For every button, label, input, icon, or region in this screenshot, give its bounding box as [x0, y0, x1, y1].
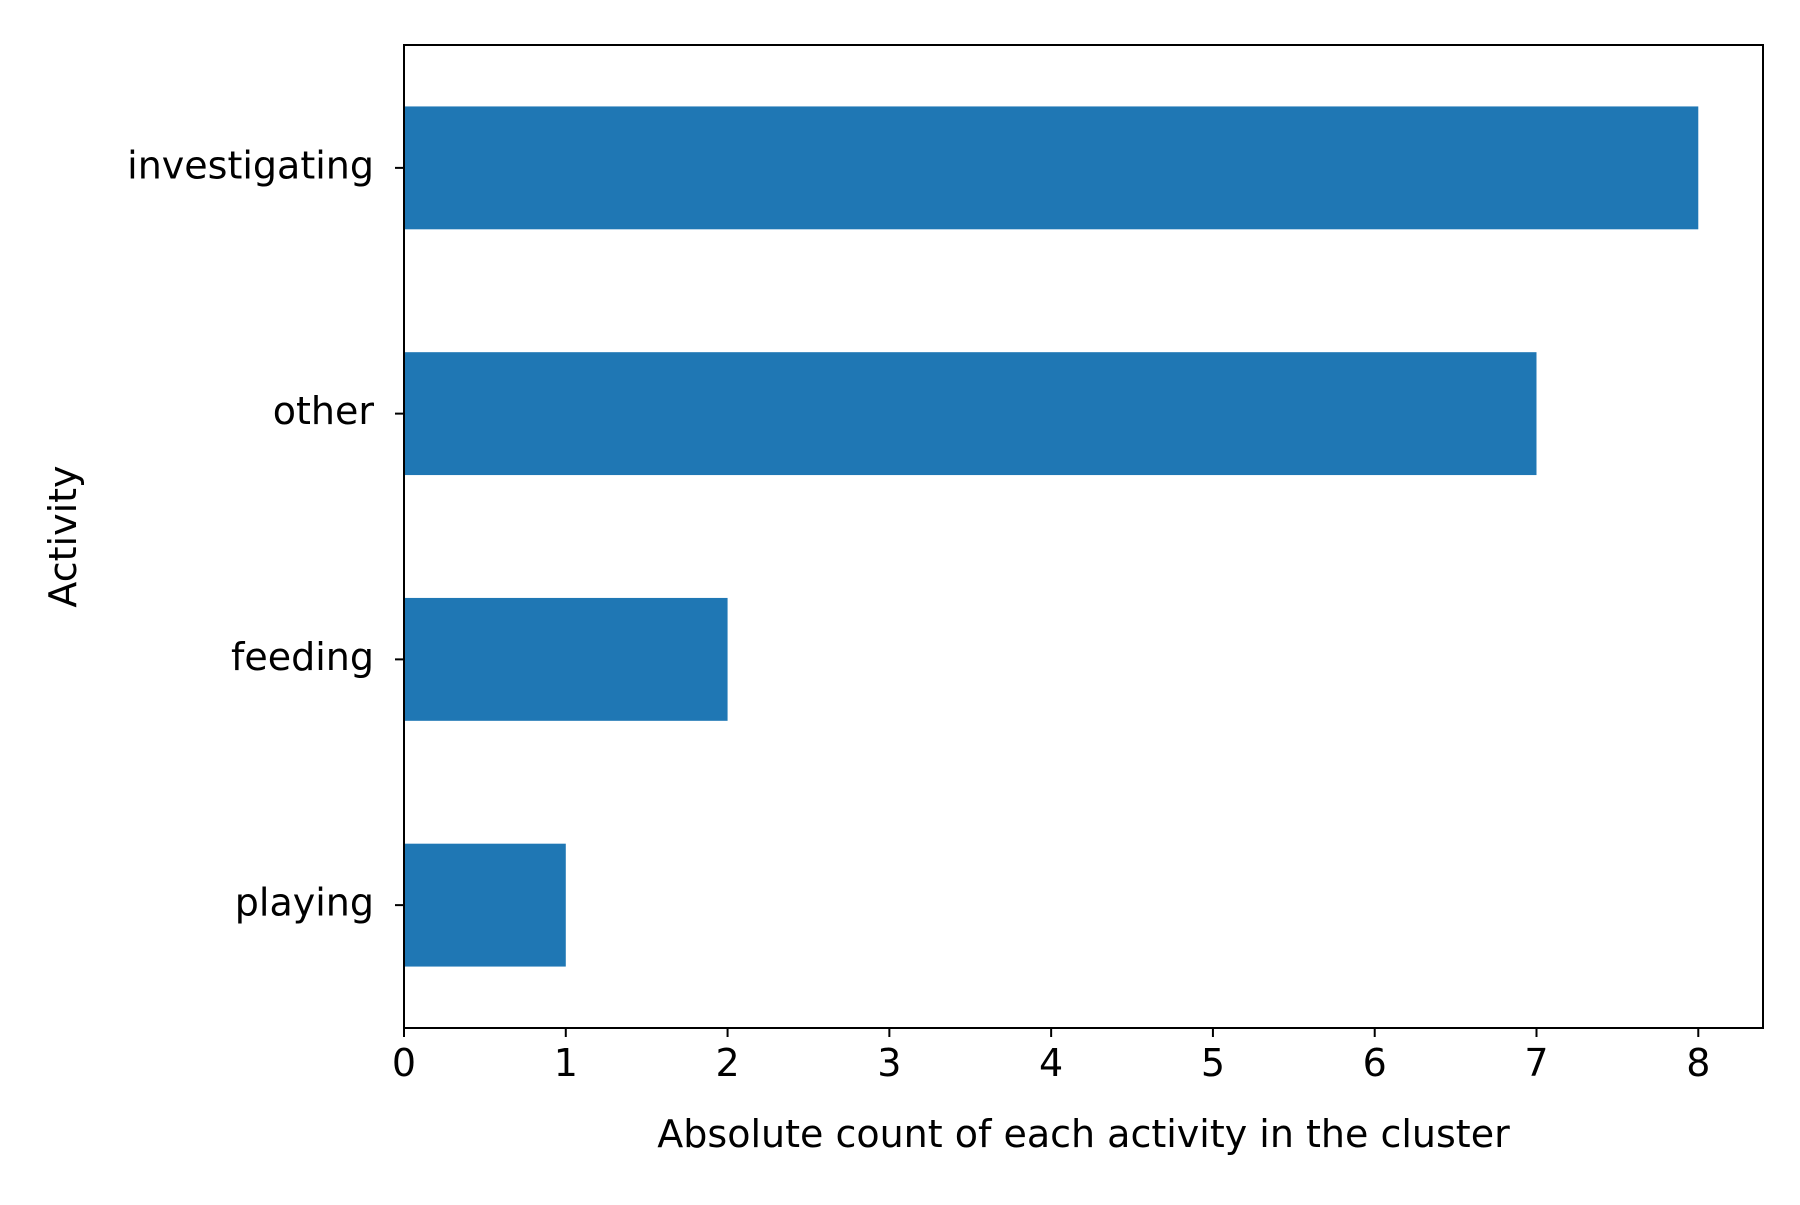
bar-playing — [404, 843, 566, 967]
bar-investigating — [404, 106, 1699, 230]
x-tick-label: 8 — [1686, 1041, 1710, 1085]
x-tick-label: 6 — [1363, 1041, 1387, 1085]
plot-frame — [403, 44, 1764, 1029]
y-axis-label: Activity — [41, 465, 85, 607]
y-tick-label: other — [273, 389, 375, 433]
x-tick-label: 3 — [877, 1041, 901, 1085]
x-tick-label: 4 — [1039, 1041, 1063, 1085]
ticks-layer: investigating other feeding playing 0 1 2 3 4 5 6 7… — [127, 143, 1710, 1085]
y-tick-label: feeding — [231, 635, 374, 679]
x-tick-label: 2 — [715, 1041, 739, 1085]
x-tick-label: 0 — [392, 1041, 416, 1085]
x-tick-label: 1 — [554, 1041, 578, 1085]
x-tick-label: 7 — [1524, 1041, 1548, 1085]
bars-layer — [404, 106, 1699, 967]
bar-other — [404, 352, 1537, 476]
x-tick-label: 5 — [1201, 1041, 1225, 1085]
x-axis-label: Absolute count of each activity in the c… — [657, 1112, 1510, 1156]
y-tick-label: playing — [235, 881, 374, 925]
y-tick-label: investigating — [127, 143, 374, 187]
bar-feeding — [404, 597, 728, 721]
